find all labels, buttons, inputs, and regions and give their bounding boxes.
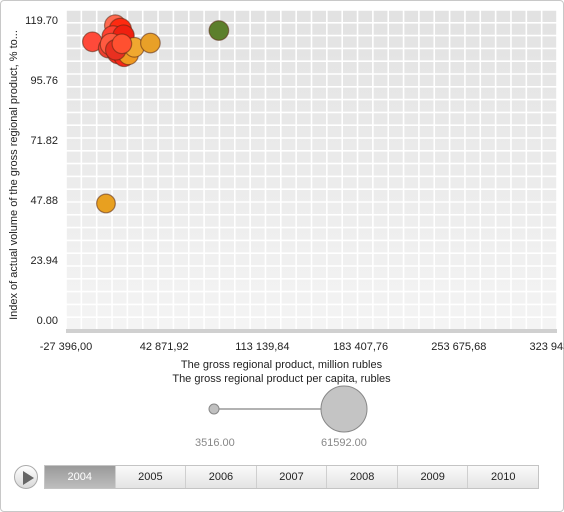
- year-tab-2005[interactable]: 2005: [114, 466, 186, 488]
- bubble-size-legend: 3516.00 61592.00: [190, 384, 390, 454]
- x-tick-label: 323 943,60: [529, 341, 564, 353]
- x-tick-label: -27 396,00: [40, 341, 93, 353]
- y-tick-label: 95.76: [30, 75, 58, 87]
- data-bubble: [96, 193, 116, 214]
- data-bubble: [111, 33, 133, 55]
- play-button[interactable]: [14, 465, 38, 489]
- x-tick-label: 42 871,92: [140, 341, 189, 353]
- year-tab-2006[interactable]: 2006: [185, 466, 256, 488]
- x-tick-label: 183 407,76: [333, 341, 388, 353]
- year-tab-2010[interactable]: 2010: [467, 466, 538, 488]
- y-axis-title: Index of actual volume of the gross regi…: [8, 30, 20, 320]
- y-tick-label: 0.00: [37, 315, 58, 327]
- year-tab-2004[interactable]: 2004: [45, 466, 115, 488]
- year-tab-2008[interactable]: 2008: [326, 466, 397, 488]
- x-tick-label: 113 139,84: [235, 341, 289, 353]
- year-tab-2009[interactable]: 2009: [396, 466, 468, 488]
- y-tick-label: 119.70: [25, 15, 58, 27]
- y-tick-label: 71.82: [30, 135, 58, 147]
- year-tabs: 2004 2005 2006 2007 2008 2009 2010: [44, 465, 539, 489]
- x-axis-title: The gross regional product, million rubl…: [180, 359, 383, 371]
- timeline: 2004 2005 2006 2007 2008 2009 2010: [14, 465, 542, 491]
- y-tick-label: 23.94: [30, 255, 58, 267]
- x-axis-title-secondary: The gross regional product per capita, r…: [172, 373, 391, 385]
- data-bubble: [208, 20, 230, 41]
- bubble-chart: 0.00 23.94 47.88 71.82 95.76 119.70 -27 396,00…: [8, 9, 564, 353]
- size-legend-min: 3516.00: [195, 437, 235, 449]
- year-tab-2007[interactable]: 2007: [255, 466, 327, 488]
- y-tick-label: 47.88: [30, 195, 58, 207]
- x-tick-label: 253 675,68: [431, 341, 486, 353]
- size-legend-graphic: [208, 385, 368, 433]
- data-bubble: [140, 32, 161, 54]
- size-legend-max: 61592.00: [321, 437, 367, 449]
